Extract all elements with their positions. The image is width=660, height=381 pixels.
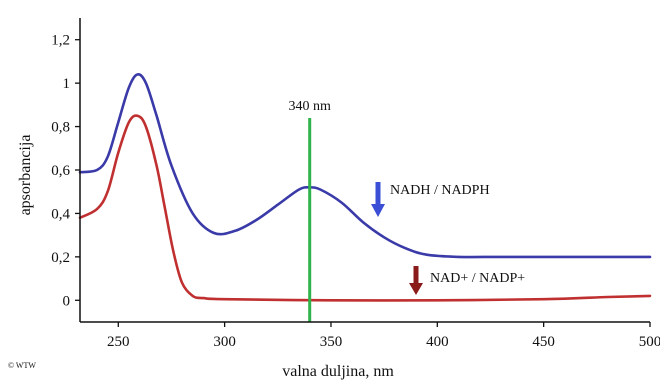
y-axis-title: apsorbancija xyxy=(17,135,34,216)
y-tick-label: 0,8 xyxy=(51,120,70,136)
plot-lines xyxy=(78,73,652,302)
series-line-nadh xyxy=(78,73,652,259)
credit-text: © WTW xyxy=(8,361,36,370)
x-axis-title: valna duljina, nm xyxy=(282,363,394,380)
nadh-label: NADH / NADPH xyxy=(390,183,490,198)
x-tick-label: 400 xyxy=(426,334,449,350)
x-axis-ticks: 250 300 350 400 450 500 xyxy=(107,322,660,350)
axes xyxy=(79,18,650,323)
nad-label: NAD+ / NADP+ xyxy=(430,271,525,286)
x-tick-label: 500 xyxy=(639,334,660,350)
series-line-nad xyxy=(78,114,652,302)
nad-arrow-icon xyxy=(409,266,423,295)
y-tick-label: 0,4 xyxy=(51,206,70,222)
y-tick-label: 1,2 xyxy=(51,33,70,49)
y-tick-label: 0 xyxy=(63,293,71,309)
nadh-arrow-icon xyxy=(371,182,385,217)
y-tick-label: 0,6 xyxy=(51,163,70,179)
y-tick-label: 0,2 xyxy=(51,250,70,266)
y-tick-label: 1 xyxy=(63,76,71,92)
x-tick-label: 350 xyxy=(320,334,343,350)
x-tick-label: 450 xyxy=(532,334,555,350)
x-tick-label: 250 xyxy=(107,334,130,350)
x-tick-label: 300 xyxy=(213,334,236,350)
y-axis-ticks: 0 0,2 0,4 0,6 0,8 1 1,2 xyxy=(51,33,80,309)
marker-label: 340 nm xyxy=(289,99,332,114)
